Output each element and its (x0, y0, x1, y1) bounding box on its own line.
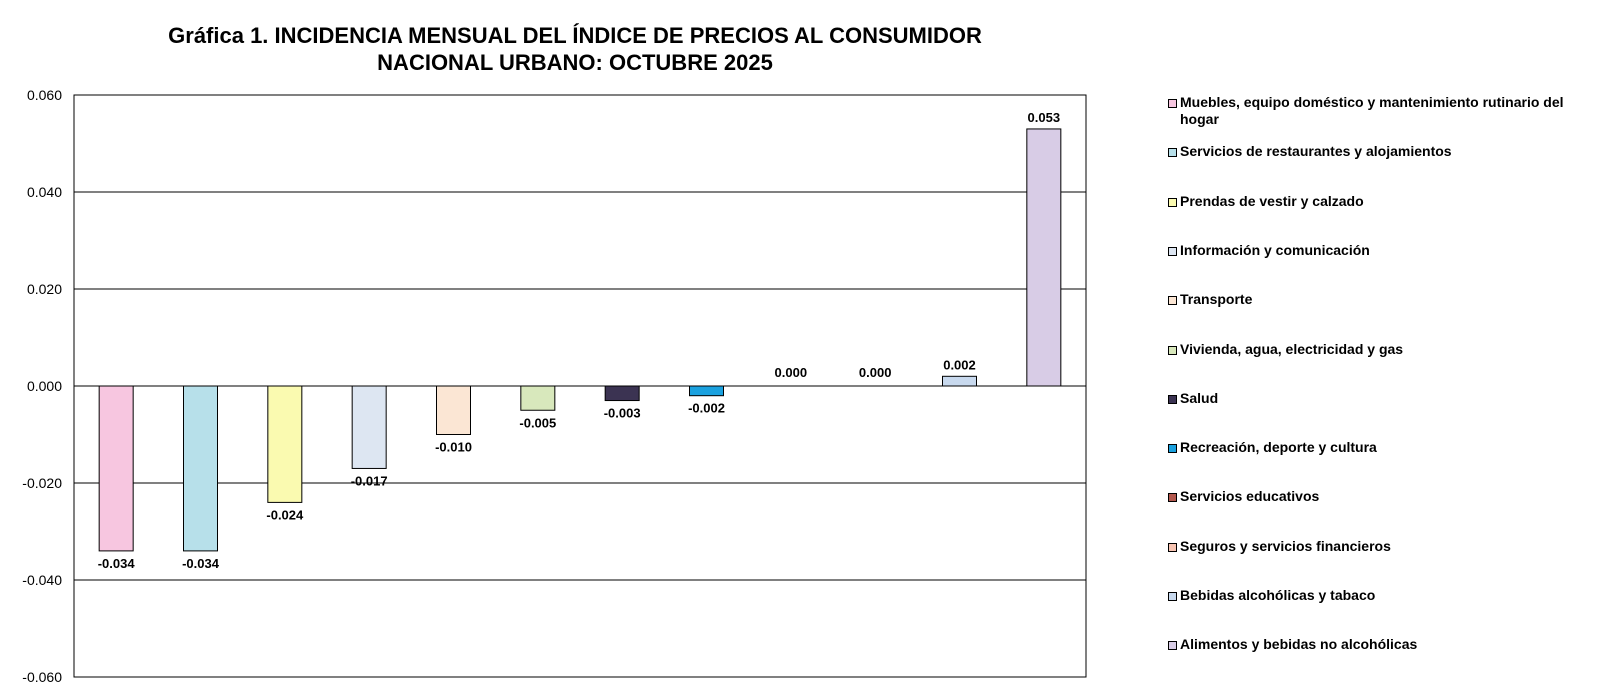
legend-label: Salud (1180, 389, 1219, 406)
data-label: -0.024 (266, 507, 304, 522)
data-label: -0.034 (182, 556, 220, 571)
bar (436, 385, 471, 435)
legend-swatch (1168, 345, 1177, 355)
legend-label: Prendas de vestir y calzado (1180, 192, 1364, 209)
bar (267, 385, 303, 503)
bar (1026, 128, 1062, 387)
legend-swatch (1168, 394, 1177, 404)
chart-title: Gráfica 1. INCIDENCIA MENSUAL DEL ÍNDICE… (168, 23, 982, 48)
legend-swatch (1168, 641, 1177, 651)
legend-swatch (1168, 99, 1177, 108)
legend-swatch (1168, 444, 1177, 454)
legend-swatch (1168, 493, 1177, 503)
legend-entry: Salud (1168, 390, 1598, 407)
legend-entry: Alimentos y bebidas no alcohólicas (1168, 636, 1598, 653)
chart-subtitle: NACIONAL URBANO: OCTUBRE 2025 (377, 50, 773, 75)
legend-swatch (1168, 246, 1177, 256)
bar (520, 385, 556, 411)
legend-swatch (1168, 542, 1177, 552)
legend-entry: Muebles, equipo doméstico y mantenimient… (1168, 94, 1598, 128)
bar (604, 385, 640, 402)
legend-entry: Vivienda, agua, electricidad y gas (1168, 341, 1598, 358)
legend-swatch (1168, 592, 1177, 601)
legend-swatch (1168, 197, 1177, 207)
y-tick-label: 0.040 (27, 184, 62, 200)
y-tick-label: 0.000 (27, 378, 62, 394)
legend-label: Bebidas alcohólicas y tabaco (1180, 587, 1376, 603)
data-label: -0.017 (351, 473, 388, 488)
legend-label: Seguros y servicios financieros (1180, 537, 1391, 554)
legend-entry: Bebidas alcohólicas y tabaco (1168, 587, 1598, 604)
legend-entry: Servicios de restaurantes y alojamientos (1168, 143, 1598, 160)
legend-entry: Prendas de vestir y calzado (1168, 193, 1598, 210)
data-label: 0.000 (775, 365, 808, 380)
data-label: 0.053 (1028, 110, 1061, 125)
legend-label: Transporte (1180, 291, 1253, 308)
legend-label: Muebles, equipo doméstico y mantenimient… (1180, 94, 1564, 127)
y-tick-label: 0.020 (27, 281, 62, 297)
legend-label: Información y comunicación (1180, 241, 1370, 258)
data-label: 0.002 (943, 357, 976, 372)
y-tick-label: -0.040 (22, 572, 62, 588)
legend-entry: Recreación, deporte y cultura (1168, 439, 1598, 456)
legend-label: Servicios educativos (1180, 488, 1320, 505)
bar (689, 385, 724, 397)
data-label: -0.005 (519, 415, 556, 430)
data-label: 0.000 (859, 365, 892, 380)
data-label: -0.010 (435, 440, 472, 455)
legend-label: Recreación, deporte y cultura (1180, 439, 1377, 456)
data-label: -0.034 (98, 556, 136, 571)
bar (351, 385, 387, 469)
legend-entry: Información y comunicación (1168, 242, 1598, 259)
y-tick-label: -0.020 (22, 475, 62, 491)
y-tick-label: 0.060 (27, 87, 62, 103)
legend-label: Servicios de restaurantes y alojamientos (1180, 143, 1452, 160)
legend-entry: Transporte (1168, 291, 1598, 308)
legend-swatch (1168, 296, 1177, 306)
legend-entry: Servicios educativos (1168, 488, 1598, 505)
bar (183, 385, 218, 552)
legend-entry: Seguros y servicios financieros (1168, 538, 1598, 555)
chart-title-block: Gráfica 1. INCIDENCIA MENSUAL DEL ÍNDICE… (70, 22, 1080, 76)
data-label: -0.003 (604, 406, 641, 421)
data-label: -0.002 (688, 401, 725, 416)
legend-label: Vivienda, agua, electricidad y gas (1180, 340, 1404, 357)
bar (98, 385, 134, 552)
bar (942, 375, 977, 387)
legend-swatch (1168, 148, 1177, 158)
legend-label: Alimentos y bebidas no alcohólicas (1180, 636, 1418, 653)
y-tick-label: -0.060 (22, 669, 62, 685)
